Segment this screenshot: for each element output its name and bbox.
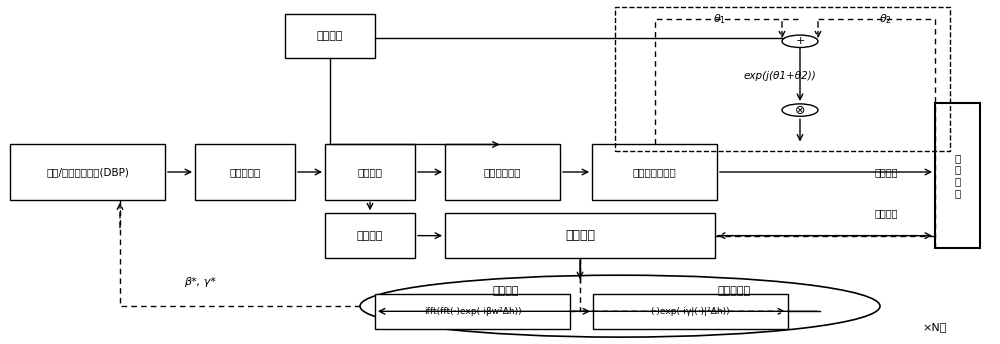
FancyBboxPatch shape	[593, 294, 788, 329]
Text: 载波相位恢复: 载波相位恢复	[484, 167, 521, 177]
Text: 光
接
收
机: 光 接 收 机	[954, 153, 961, 198]
Text: ×N层: ×N层	[923, 322, 947, 332]
Text: β*, γ*: β*, γ*	[184, 277, 216, 287]
Text: 神经网络: 神经网络	[565, 229, 595, 242]
FancyBboxPatch shape	[375, 294, 570, 329]
Text: ⊗: ⊗	[795, 104, 805, 117]
Circle shape	[782, 35, 818, 47]
Text: 偏振解复用: 偏振解复用	[229, 167, 261, 177]
FancyBboxPatch shape	[935, 103, 980, 248]
Text: 非线性补偿: 非线性补偿	[718, 286, 751, 296]
Text: 输出信号: 输出信号	[875, 208, 898, 218]
Text: 色散补偿: 色散补偿	[492, 286, 519, 296]
Ellipse shape	[360, 275, 880, 337]
Text: $\theta_1$: $\theta_1$	[713, 12, 727, 26]
Text: 训练序列: 训练序列	[317, 31, 343, 41]
Text: $\theta_2$: $\theta_2$	[879, 12, 891, 26]
Text: exp(j(θ1+θ2)): exp(j(θ1+θ2))	[744, 71, 816, 81]
Text: 判决与误码计算: 判决与误码计算	[633, 167, 676, 177]
FancyBboxPatch shape	[445, 144, 560, 200]
FancyBboxPatch shape	[325, 144, 415, 200]
Text: 色散重载: 色散重载	[357, 230, 383, 241]
FancyBboxPatch shape	[325, 213, 415, 258]
Text: 色散/数字反向传播(DBP): 色散/数字反向传播(DBP)	[46, 167, 129, 177]
Text: (·)exp(-iγ|(·)|²Δh)): (·)exp(-iγ|(·)|²Δh))	[651, 307, 730, 316]
FancyBboxPatch shape	[445, 213, 715, 258]
Text: 参考信号: 参考信号	[875, 167, 898, 177]
FancyBboxPatch shape	[592, 144, 717, 200]
FancyBboxPatch shape	[285, 14, 375, 58]
Text: +: +	[795, 36, 805, 46]
FancyBboxPatch shape	[195, 144, 295, 200]
Circle shape	[782, 104, 818, 116]
Text: ifft(fft(·)exp(-iβw²Δh)): ifft(fft(·)exp(-iβw²Δh))	[424, 307, 521, 316]
Text: 频偏估计: 频偏估计	[358, 167, 382, 177]
FancyBboxPatch shape	[10, 144, 165, 200]
